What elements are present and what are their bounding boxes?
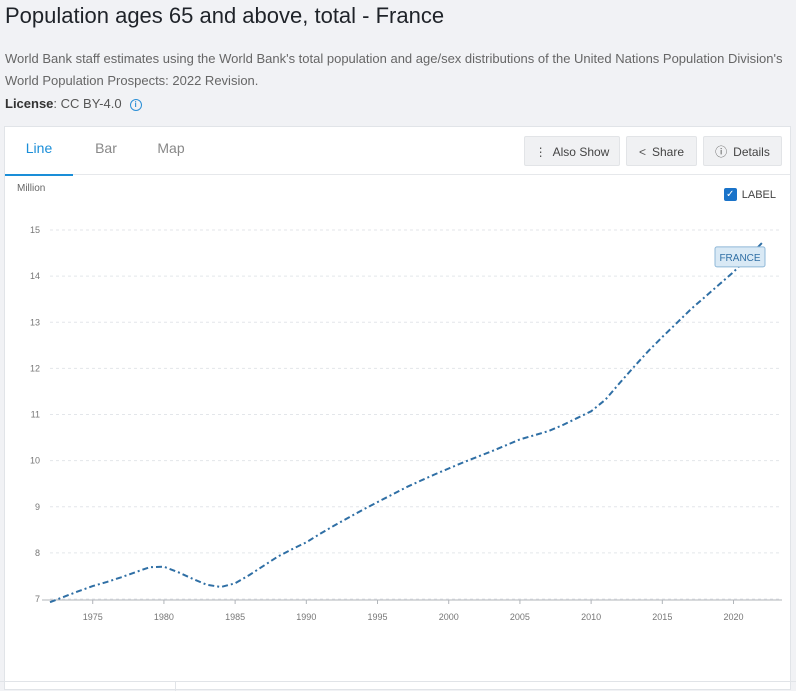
share-button[interactable]: < Share [626, 136, 697, 166]
series-label-box [714, 246, 766, 268]
license-label: License [5, 96, 54, 111]
view-tabs: Line Bar Map ⋮ Also Show < Share ⓘ Details [5, 127, 790, 176]
tab-bar[interactable]: Bar [95, 140, 117, 156]
license-line: License: CC BY-4.0 i [5, 96, 142, 111]
bottom-strip [0, 681, 796, 691]
x-tick-label: 2010 [581, 612, 601, 622]
x-tick-label: 2005 [510, 612, 530, 622]
tab-line[interactable]: Line [5, 127, 73, 176]
x-tick-label: 1995 [368, 612, 388, 622]
share-icon: < [638, 145, 646, 159]
x-tick-label: 1980 [154, 612, 174, 622]
x-tick-label: 2015 [652, 612, 672, 622]
label-toggle[interactable]: ✓ LABEL [723, 188, 776, 201]
chart-panel: Line Bar Map ⋮ Also Show < Share ⓘ Details … [4, 126, 791, 690]
x-tick-label: 1990 [296, 612, 316, 622]
details-label: Details [733, 145, 770, 159]
y-tick-label: 9 [35, 502, 40, 512]
x-tick-label: 2000 [439, 612, 459, 622]
y-tick-label: 10 [30, 456, 40, 466]
x-tick-label: 2020 [724, 612, 744, 622]
license-value: : CC BY-4.0 [53, 96, 122, 111]
indicator-description: World Bank staff estimates using the Wor… [5, 51, 783, 88]
share-label: Share [651, 145, 685, 159]
y-tick-label: 12 [30, 363, 40, 373]
y-tick-label: 7 [35, 594, 40, 604]
details-button[interactable]: ⓘ Details [703, 136, 782, 166]
y-tick-label: 15 [30, 225, 40, 235]
x-tick-label: 1975 [83, 612, 103, 622]
label-checkbox[interactable]: ✓ [723, 188, 737, 201]
x-tick-label: 1985 [225, 612, 245, 622]
also-show-button[interactable]: ⋮ Also Show [524, 136, 620, 166]
tab-map[interactable]: Map [157, 140, 185, 156]
page-title: Population ages 65 and above, total - Fr… [5, 3, 445, 28]
series-line-france [49, 242, 763, 604]
y-tick-label: 13 [30, 317, 40, 327]
more-vertical-icon: ⋮ [534, 145, 547, 159]
also-show-label: Also Show [552, 145, 610, 159]
label-toggle-text: LABEL [741, 188, 776, 201]
y-tick-label: 14 [30, 271, 40, 281]
y-tick-label: 8 [35, 548, 40, 558]
info-icon[interactable]: i [129, 99, 142, 111]
y-axis-unit-label: Million [17, 183, 46, 194]
series-label-france: FRANCE [719, 253, 760, 264]
info-circle-icon: ⓘ [715, 145, 728, 159]
y-tick-label: 11 [31, 410, 40, 420]
